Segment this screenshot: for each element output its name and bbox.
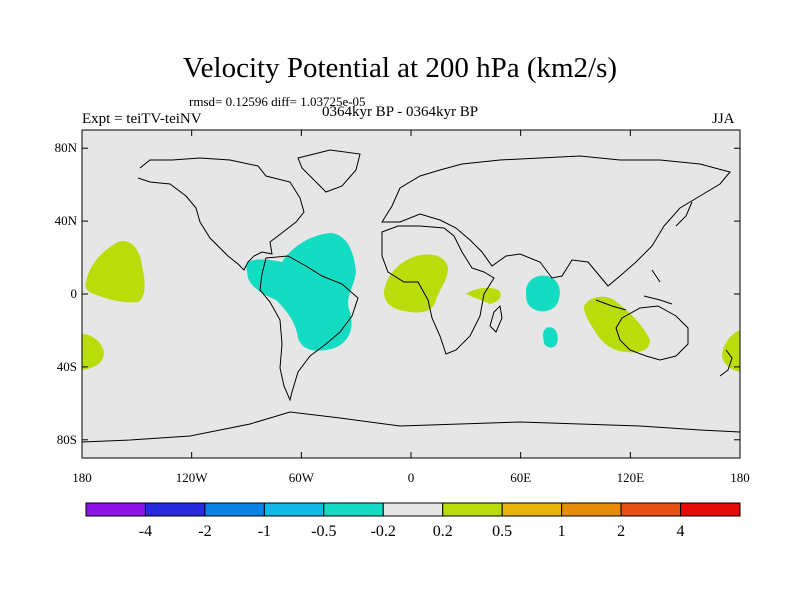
colorbar-label: -4	[139, 523, 152, 540]
coast-south-america	[259, 255, 359, 402]
colorbar-swatch	[382, 502, 444, 517]
lon-tick-label: 180	[72, 470, 92, 485]
colorbar-label: 4	[677, 523, 685, 540]
positive-region-new-zealand	[722, 330, 740, 372]
coast-greenland	[297, 149, 361, 193]
coast-japan	[675, 201, 693, 227]
colorbar-swatch	[620, 502, 682, 517]
positive-region-maritime-continent	[584, 296, 650, 353]
negative-region-arabian-sea	[526, 275, 560, 312]
coast-antarctica	[81, 411, 741, 443]
coast-eurasia	[381, 155, 731, 287]
negative-anomaly-regions	[246, 233, 560, 351]
positive-region-central-pacific	[85, 241, 145, 303]
colorbar-swatch	[323, 502, 384, 517]
lon-tick-label: 180	[730, 470, 750, 485]
negative-region-south-indian-ocean	[543, 327, 558, 348]
coast-australia	[615, 305, 689, 361]
positive-anomaly-regions	[82, 241, 740, 372]
lat-tick-label: 80S	[57, 432, 77, 447]
lat-tick-label: 80N	[55, 140, 78, 155]
colorbar	[85, 502, 741, 517]
longitude-ticks: 180 120W 60W 0 60E 120E 180	[72, 130, 750, 485]
coast-new-zealand	[719, 349, 733, 377]
lat-tick-label: 40S	[57, 359, 77, 374]
lon-tick-label: 0	[408, 470, 415, 485]
coastlines	[81, 149, 741, 443]
colorbar-swatch	[680, 502, 741, 517]
colorbar-label: 1	[558, 523, 566, 540]
colorbar-swatch	[442, 502, 503, 517]
lat-tick-label: 0	[71, 286, 78, 301]
colorbar-label: 0.5	[492, 523, 512, 540]
lon-tick-label: 60W	[289, 470, 315, 485]
colorbar-swatch	[85, 502, 146, 517]
positive-region-africa	[384, 254, 448, 313]
colorbar-label: -0.2	[371, 523, 396, 540]
experiment-label: Expt = teiTV-teiNV	[82, 111, 202, 127]
season-label: JJA	[712, 111, 735, 127]
stats-text: rmsd= 0.12596 diff= 1.03725e-05	[189, 94, 366, 109]
positive-region-south-pacific-west	[82, 334, 104, 370]
colorbar-swatch	[501, 502, 563, 517]
coast-maritime-islands	[595, 269, 673, 311]
lon-tick-label: 120E	[617, 470, 645, 485]
map-title: Velocity Potential at 200 hPa (km2/s)	[182, 52, 618, 84]
colorbar-label: 2	[617, 523, 625, 540]
colorbar-swatch	[204, 502, 265, 517]
latitude-ticks: 80N 40N 0 40S 80S	[55, 140, 740, 447]
coast-north-america	[137, 157, 305, 271]
negative-region-americas	[246, 233, 356, 351]
lon-tick-label: 120W	[176, 470, 209, 485]
colorbar-label: 0.2	[433, 523, 453, 540]
colorbar-label: -0.5	[311, 523, 336, 540]
colorbar-swatch	[263, 502, 325, 517]
period-label: 0364kyr BP - 0364kyr BP	[321, 104, 479, 120]
colorbar-labels: -4 -2 -1 -0.5 -0.2 0.2 0.5 1 2 4	[139, 523, 685, 540]
lat-tick-label: 40N	[55, 213, 78, 228]
colorbar-swatch	[144, 502, 206, 517]
coast-africa	[381, 225, 495, 355]
colorbar-swatch	[561, 502, 622, 517]
colorbar-label: -2	[198, 523, 211, 540]
colorbar-label: -1	[258, 523, 271, 540]
lon-tick-label: 60E	[510, 470, 531, 485]
coast-madagascar	[489, 304, 503, 333]
